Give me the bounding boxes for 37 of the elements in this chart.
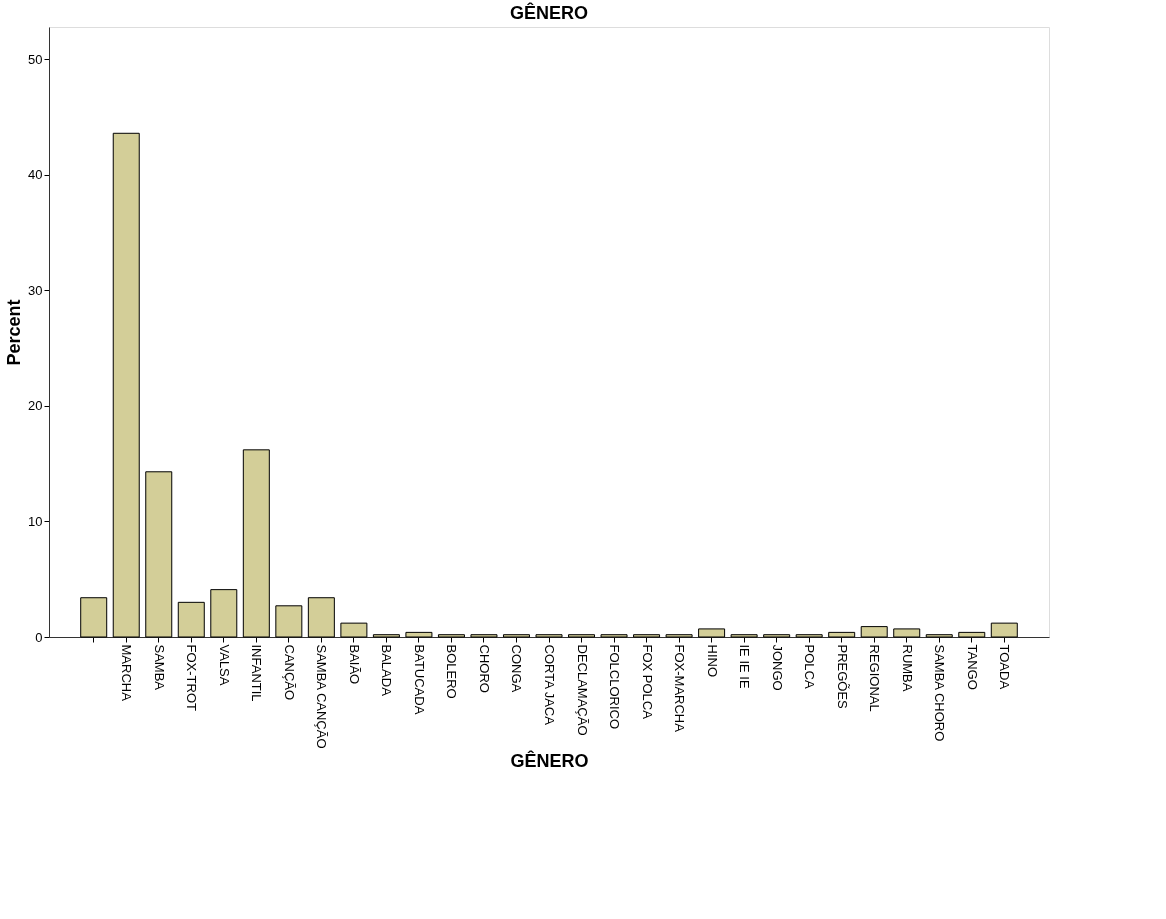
y-tick-label: 50	[28, 51, 43, 67]
x-tick-label: CONGA	[509, 644, 525, 693]
x-tick-label: BAIÃO	[346, 644, 362, 685]
x-tick-label: FOLCLORICO	[607, 644, 623, 730]
x-tick-label: CANÇÃO	[281, 644, 297, 701]
x-tick-label: HINO	[704, 644, 720, 677]
y-tick-label: 40	[28, 167, 43, 183]
chart-title: GÊNERO	[509, 2, 589, 23]
x-tick-label: SAMBA CHORO	[932, 644, 948, 742]
x-tick-label: INFANTIL	[249, 644, 265, 702]
x-tick-label: FOX-MARCHA	[672, 644, 688, 733]
y-tick-label: 0	[35, 629, 43, 645]
x-tick-label: MARCHA	[119, 644, 135, 702]
x-tick-label: BOLERO	[444, 644, 460, 699]
x-tick-label: FOX POLCA	[639, 644, 655, 720]
x-tick-label: TANGO	[964, 644, 980, 690]
y-tick-label: 10	[28, 513, 43, 529]
x-tick-label: RUMBA	[899, 644, 915, 692]
x-tick-label: CHORO	[476, 644, 492, 693]
x-tick-label: SAMBA CANÇÃO	[314, 644, 330, 749]
x-tick-label: IE IE IE	[737, 644, 753, 689]
x-tick-label: REGIONAL	[867, 644, 883, 712]
x-tick-label: TOADA	[997, 644, 1013, 690]
x-tick-label: JONGO	[769, 644, 785, 691]
x-tick-label: VALSA	[216, 644, 232, 686]
x-tick-label: FOX-TROT	[184, 644, 200, 711]
x-tick-label: BALADA	[379, 644, 395, 697]
x-tick-label: BATUCADA	[411, 644, 427, 715]
x-tick-label: PREGÕES	[834, 644, 850, 710]
x-tick-label: POLCA	[802, 644, 818, 689]
x-tick-label: CORTA JACA	[542, 644, 557, 726]
x-tick-label: DECLAMAÇÃO	[574, 644, 590, 736]
y-tick-label: 20	[28, 398, 43, 414]
x-tick-label: SAMBA	[151, 644, 167, 691]
y-axis-title: Percent	[4, 299, 25, 366]
x-axis-title: GÊNERO	[510, 750, 589, 772]
y-tick-label: 30	[28, 282, 43, 298]
